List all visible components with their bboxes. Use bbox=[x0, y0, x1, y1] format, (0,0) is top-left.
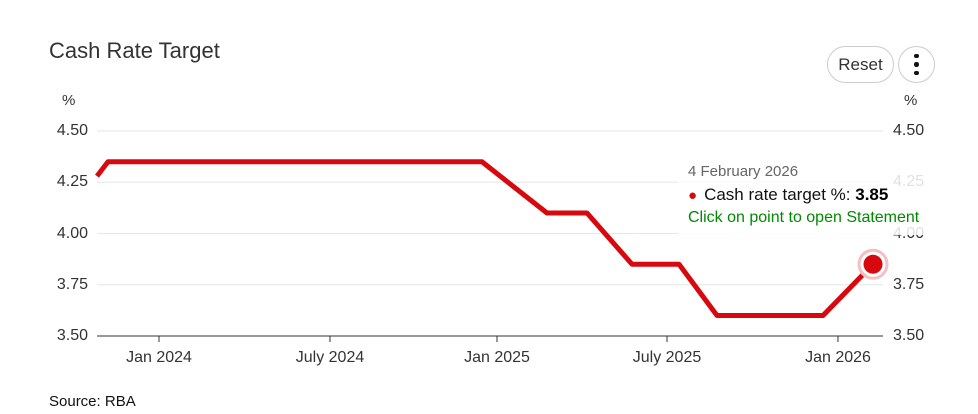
kebab-menu-button[interactable] bbox=[898, 46, 935, 83]
y-axis-unit-left: % bbox=[62, 92, 76, 109]
tooltip-hint: Click on point to open Statement bbox=[688, 209, 920, 226]
x-tick-label: Jan 2026 bbox=[805, 349, 871, 366]
y-tick-label: 3.50 bbox=[893, 327, 925, 344]
x-tick-label: Jan 2025 bbox=[464, 349, 530, 366]
tooltip-series-row: ● Cash rate target %: 3.85 bbox=[688, 185, 930, 205]
cash-rate-line[interactable] bbox=[95, 159, 875, 318]
source-label: Source: RBA bbox=[49, 393, 136, 410]
y-tick-label: 4.25 bbox=[56, 173, 88, 190]
tooltip: 4 February 2026 ● Cash rate target %: 3.8… bbox=[678, 156, 940, 247]
y-tick-label: 4.50 bbox=[893, 122, 925, 139]
page-title: Cash Rate Target bbox=[49, 38, 220, 63]
y-tick-label: 4.00 bbox=[56, 225, 88, 242]
y-tick-label: 3.75 bbox=[893, 276, 925, 293]
tooltip-date: 4 February 2026 bbox=[688, 163, 799, 180]
y-tick-label: 3.50 bbox=[56, 327, 88, 344]
series-bullet-icon: ● bbox=[688, 187, 698, 204]
kebab-menu-icon bbox=[914, 53, 919, 76]
x-tick-label: July 2025 bbox=[632, 349, 702, 366]
tooltip-value: 3.85 bbox=[855, 185, 889, 204]
y-tick-label: 3.75 bbox=[56, 276, 88, 293]
y-tick-label: 4.50 bbox=[56, 122, 88, 139]
tooltip-series-label: Cash rate target %: bbox=[704, 185, 856, 204]
x-tick-label: July 2024 bbox=[295, 349, 365, 366]
selected-point-marker[interactable] bbox=[863, 254, 883, 274]
x-tick-label: Jan 2024 bbox=[126, 349, 192, 366]
y-axis-unit-right: % bbox=[904, 92, 918, 109]
marker-halo-ring bbox=[857, 248, 889, 280]
reset-button[interactable]: Reset bbox=[827, 46, 894, 83]
